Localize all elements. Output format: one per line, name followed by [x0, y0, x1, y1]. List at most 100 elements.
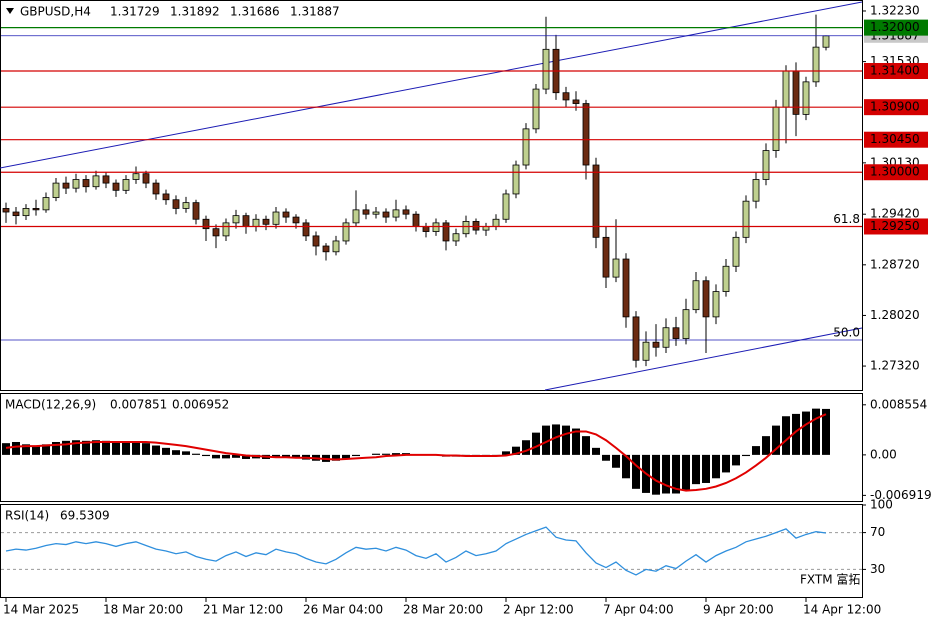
macd-bar — [372, 453, 380, 455]
x-tick-label: 14 Apr 12:00 — [803, 603, 881, 617]
price-panel — [0, 0, 863, 391]
macd-bar — [392, 453, 400, 455]
candle-body — [392, 209, 400, 218]
price-level-label: 1.30450 — [870, 132, 920, 146]
macd-bar — [632, 454, 640, 489]
macd-bar — [382, 453, 390, 455]
candle-body — [42, 197, 50, 211]
indicator-title: RSI(14) — [5, 509, 49, 523]
macd-bar — [662, 454, 670, 494]
candle-body — [92, 175, 100, 188]
candle-body — [822, 35, 830, 48]
macd-bar — [762, 436, 770, 455]
candle-body — [702, 280, 710, 318]
candle-body — [22, 208, 30, 217]
macd-bar — [342, 454, 350, 459]
chart-title: GBPUSD,H4 — [20, 5, 91, 19]
macd-bar — [292, 454, 300, 459]
candle-body — [442, 222, 450, 242]
x-tick-label: 21 Mar 12:00 — [203, 603, 283, 617]
macd-bar — [192, 453, 200, 455]
candle-body — [802, 81, 810, 115]
candle-body — [472, 221, 480, 231]
candle-body — [342, 222, 350, 242]
y-tick-label: 1.32230 — [870, 3, 920, 17]
macd-bar — [512, 446, 520, 455]
macd-bar — [52, 441, 60, 455]
candle-body — [352, 209, 360, 224]
macd-bar — [652, 454, 660, 495]
rsi-panel — [0, 504, 863, 598]
candle-body — [402, 209, 410, 215]
macd-bar — [72, 440, 80, 455]
macd-bar — [722, 454, 730, 473]
y-tick-label: 1.29420 — [870, 207, 920, 221]
macd-bar — [782, 416, 790, 455]
candle-body — [242, 215, 250, 227]
candle-body — [612, 258, 620, 278]
candle-body — [372, 211, 380, 215]
macd-bar — [142, 443, 150, 455]
y-tick-label: 1.28020 — [870, 308, 920, 322]
macd-bar — [232, 454, 240, 458]
candle-body — [742, 200, 750, 238]
price-level-box — [864, 164, 928, 181]
candle-body — [282, 211, 290, 218]
macd-bar — [812, 408, 820, 455]
price-level-label: 1.32000 — [870, 20, 920, 34]
macd-bar — [502, 451, 510, 455]
candle-body — [632, 316, 640, 361]
y-tick-label: 70 — [870, 525, 885, 539]
macd-bar — [682, 454, 690, 490]
watermark: FXTM 富拓 — [800, 572, 860, 587]
candle-body — [602, 236, 610, 278]
candle-body — [792, 70, 800, 115]
macd-bar — [622, 454, 630, 479]
macd-bar — [182, 451, 190, 455]
trend-line — [0, 1, 863, 169]
macd-bar — [542, 425, 550, 455]
macd-bar — [772, 425, 780, 455]
macd-bar — [802, 411, 810, 455]
y-tick-label: 30 — [870, 562, 885, 576]
candle-body — [592, 164, 600, 238]
fib-label: 61.8 — [833, 212, 860, 226]
macd-panel — [0, 393, 863, 502]
candle-body — [152, 182, 160, 195]
macd-bar — [152, 445, 160, 455]
candle-body — [52, 182, 60, 198]
candle-body — [412, 213, 420, 227]
indicator-title: MACD(12,26,9) — [5, 398, 96, 412]
macd-bar — [792, 413, 800, 455]
candle-body — [112, 182, 120, 191]
y-tick-label: 1.27320 — [870, 359, 920, 373]
candle-body — [312, 235, 320, 247]
macd-bar — [62, 440, 70, 455]
candle-body — [72, 179, 80, 189]
macd-bar — [522, 440, 530, 455]
macd-bar — [822, 408, 830, 455]
candle-body — [662, 327, 670, 348]
candle-body — [782, 70, 790, 108]
macd-bar — [552, 424, 560, 455]
candle-body — [732, 236, 740, 267]
macd-bar — [532, 432, 540, 455]
macd-bar — [242, 454, 250, 459]
macd-bar — [602, 454, 610, 461]
x-tick-label: 9 Apr 20:00 — [703, 603, 774, 617]
macd-bar — [702, 454, 710, 483]
indicator-value: 69.5309 — [60, 509, 110, 523]
candle-body — [262, 218, 270, 225]
candle-body — [192, 202, 200, 220]
candle-body — [362, 209, 370, 215]
candle-body — [622, 258, 630, 318]
price-level-box — [864, 63, 928, 80]
menu-arrow[interactable] — [6, 8, 14, 14]
candle-body — [122, 179, 130, 191]
candle-body — [32, 208, 40, 211]
x-tick-label: 18 Mar 20:00 — [103, 603, 183, 617]
candle-body — [682, 309, 690, 339]
macd-bar — [742, 454, 750, 457]
candle-body — [272, 211, 280, 225]
